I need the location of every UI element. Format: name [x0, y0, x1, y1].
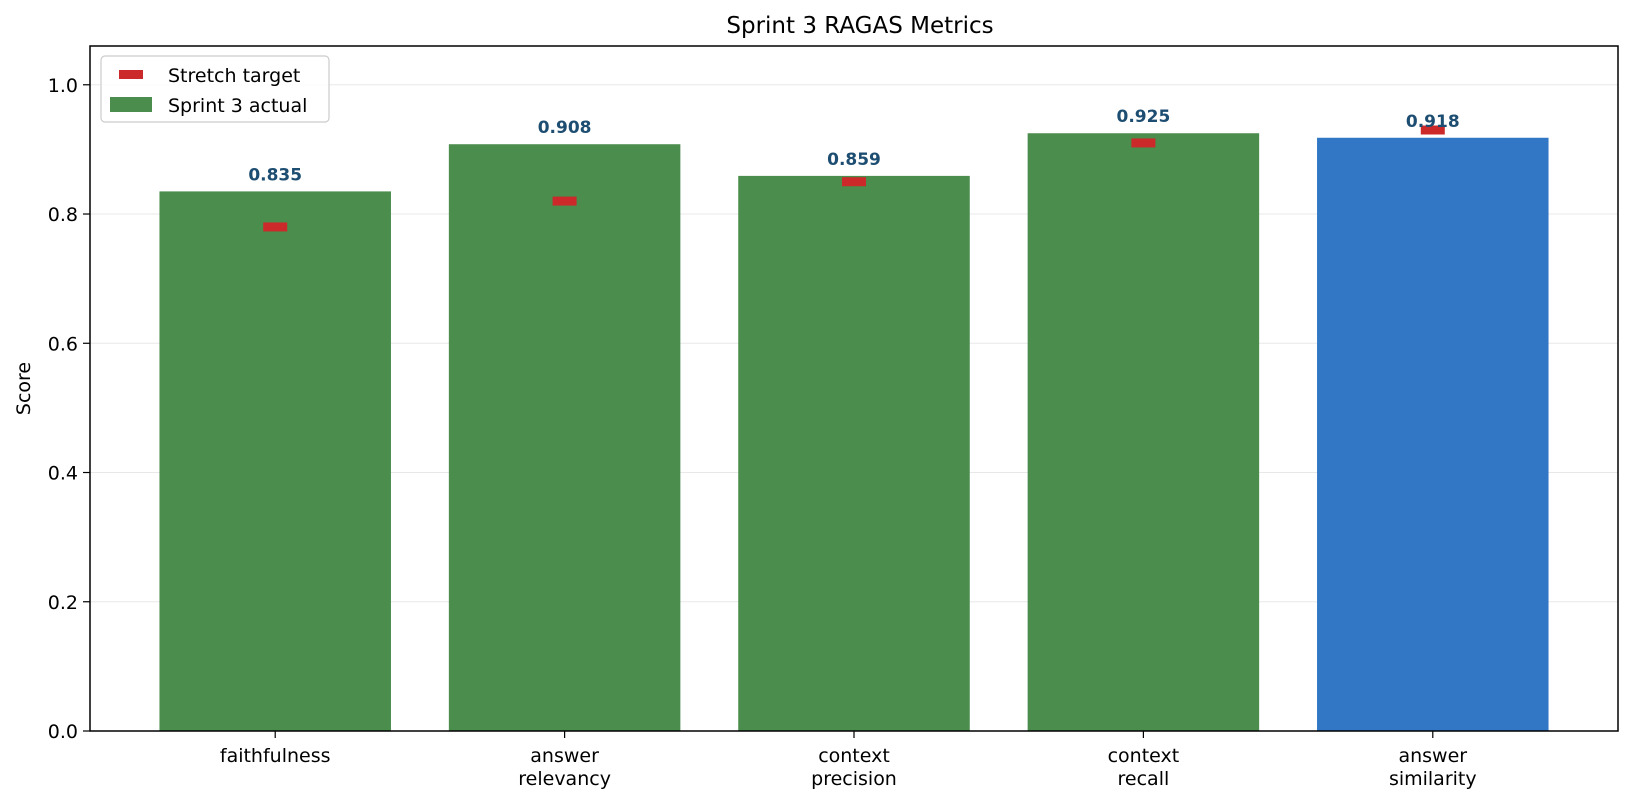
y-axis: 0.0 0.2 0.4 0.6 0.8 1.0: [48, 75, 90, 743]
value-label: 0.925: [1117, 107, 1171, 127]
y-tick-label: 1.0: [48, 75, 78, 97]
x-tick-label: similarity: [1389, 768, 1477, 790]
bar: [1027, 133, 1260, 731]
target-marker: [1420, 125, 1445, 135]
value-label: 0.835: [248, 165, 302, 185]
y-tick-label: 0.6: [48, 333, 78, 355]
y-tick-label: 0.4: [48, 463, 78, 485]
y-tick-label: 0.0: [48, 721, 78, 743]
legend-box: [100, 55, 330, 123]
x-tick-label: context: [818, 745, 890, 767]
x-tick-label: recall: [1118, 768, 1170, 790]
bar: [159, 191, 391, 731]
chart-title: Sprint 3 RAGAS Metrics: [726, 13, 993, 39]
value-label: 0.859: [827, 150, 881, 170]
target-marker: [263, 222, 288, 232]
x-tick-label: context: [1108, 745, 1180, 767]
y-tick-label: 0.2: [48, 592, 78, 614]
legend-swatch-actual: [110, 97, 152, 112]
target-markers: [263, 125, 1445, 232]
x-tick-label: relevancy: [518, 768, 611, 790]
value-labels: 0.835 0.908 0.859 0.925 0.918: [248, 107, 1459, 185]
x-tick-label: answer: [530, 745, 599, 767]
legend-swatch-target: [119, 70, 143, 79]
y-tick-label: 0.8: [48, 204, 78, 226]
x-tick-label: precision: [811, 768, 897, 790]
bar: [738, 175, 970, 732]
x-tick-label: faithfulness: [220, 745, 331, 767]
legend-label: Stretch target: [168, 65, 300, 87]
target-marker: [552, 196, 577, 206]
x-tick-label: answer: [1398, 745, 1467, 767]
target-marker: [842, 177, 866, 187]
bar: [448, 144, 681, 731]
value-label: 0.918: [1406, 112, 1460, 132]
legend-label: Sprint 3 actual: [168, 95, 307, 117]
legend: Stretch target Sprint 3 actual: [100, 55, 330, 123]
bars: [159, 133, 1549, 732]
target-marker: [1131, 138, 1156, 148]
bar: [1317, 137, 1549, 731]
x-axis: faithfulness answerrelevancycontextprecis…: [220, 731, 1477, 790]
y-axis-label: Score: [13, 362, 35, 415]
value-label: 0.908: [538, 118, 592, 138]
